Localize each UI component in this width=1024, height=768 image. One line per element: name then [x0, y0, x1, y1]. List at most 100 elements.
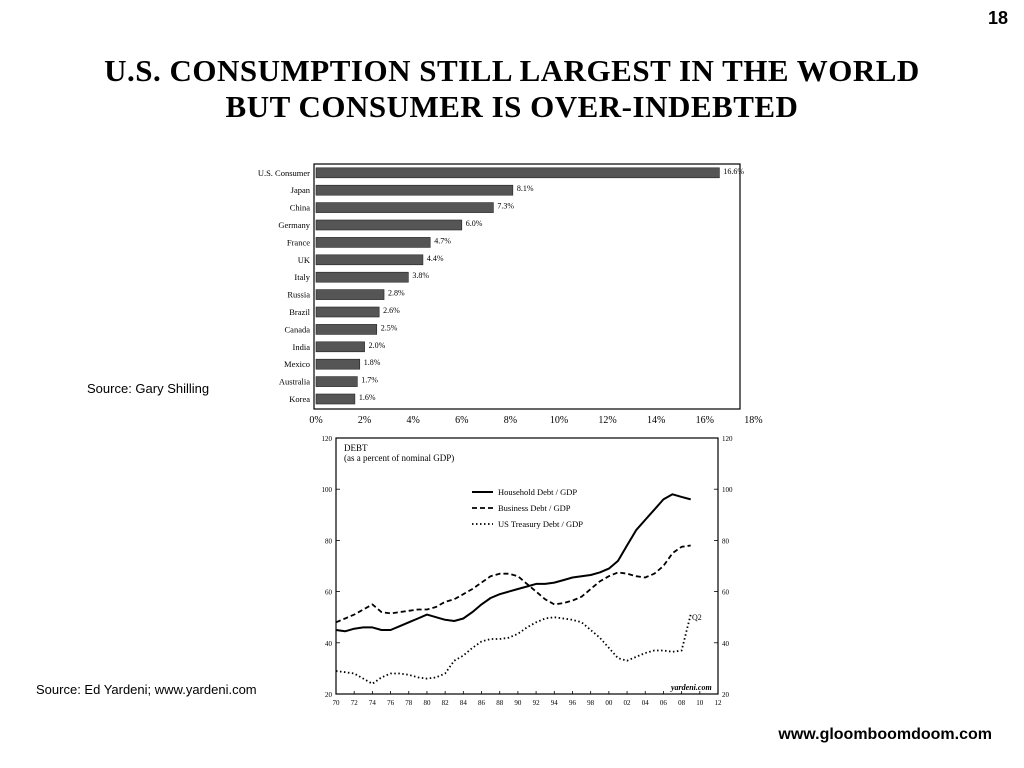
bar-china [315, 202, 494, 213]
bar-mexico [315, 358, 361, 370]
x-tick-label: 78 [405, 699, 413, 707]
category-label-canada: Canada [285, 324, 311, 334]
value-label-u-s-consumer: 16.6% [723, 167, 744, 176]
bar-u-s-consumer [315, 167, 720, 179]
value-label-korea: 1.6% [359, 393, 376, 402]
page-number: 18 [987, 8, 1008, 28]
x-tick-label: 6% [455, 415, 468, 426]
consumption-bar-chart: U.S. Consumer Japan China Germany France UK It… [258, 163, 763, 426]
debt-line-chart: 20 20 40 40 60 60 80 80 100 100 120 120 70 72 74 76 78 80… [322, 435, 734, 707]
series-line-us-treasury-debt-gdp [335, 614, 692, 685]
y-tick-label-left: 80 [325, 537, 333, 545]
x-tick-label: 08 [678, 699, 686, 707]
x-tick-label: 00 [605, 699, 613, 707]
y-tick-label-right: 100 [722, 486, 733, 494]
x-tick-label: 02 [624, 699, 632, 707]
chart-title: DEBT [344, 443, 368, 453]
x-tick-label: 80 [423, 699, 431, 707]
y-tick-label-left: 60 [325, 589, 333, 597]
value-label-australia: 1.7% [361, 376, 378, 385]
y-tick-label-right: 40 [722, 640, 730, 648]
value-label-italy: 3.8% [412, 271, 429, 280]
y-tick-label-right: 120 [722, 435, 733, 443]
x-tick-label: 04 [642, 699, 650, 707]
value-label-uk: 4.4% [427, 254, 444, 263]
source-line-chart: Source: Ed Yardeni; www.yardeni.com [36, 682, 257, 697]
x-tick-label: 74 [369, 699, 377, 707]
category-label-mexico: Mexico [284, 359, 310, 369]
x-tick-label: 16% [696, 415, 714, 426]
bar-japan [315, 184, 514, 196]
slide-title-line-1: U.S. CONSUMPTION STILL LARGEST IN THE WO… [104, 53, 920, 88]
bar-russia [315, 289, 385, 300]
x-tick-label: 12 [715, 699, 723, 707]
y-tick-label-right: 60 [722, 589, 730, 597]
category-label-china: China [290, 203, 311, 213]
x-tick-label: 72 [351, 699, 359, 707]
category-label-italy: Italy [294, 272, 310, 282]
annotation-q2: Q2 [692, 613, 702, 622]
y-tick-label-left: 20 [325, 691, 333, 699]
category-label-brazil: Brazil [289, 307, 310, 317]
bar-italy [315, 271, 409, 283]
series-line-household-debt-gdp [335, 493, 691, 633]
bar-chart-frame [313, 163, 741, 410]
value-label-mexico: 1.8% [364, 358, 381, 367]
value-label-brazil: 2.6% [383, 306, 400, 315]
y-tick-label-left: 100 [322, 486, 333, 494]
x-tick-label: 86 [478, 699, 486, 707]
category-label-uk: UK [298, 255, 311, 265]
x-tick-label: 8% [504, 415, 517, 426]
x-tick-label: 84 [460, 699, 468, 707]
category-label-france: France [287, 237, 310, 247]
x-tick-label: 12% [598, 415, 616, 426]
website-url[interactable]: www.gloomboomdoom.com [778, 726, 992, 743]
x-tick-label: 94 [551, 699, 559, 707]
x-tick-label: 88 [496, 699, 504, 707]
y-tick-label-left: 40 [325, 640, 333, 648]
value-label-russia: 2.8% [388, 289, 405, 298]
y-tick-label-left: 120 [322, 435, 333, 443]
bar-australia [315, 376, 358, 387]
category-label-germany: Germany [278, 220, 310, 230]
legend-label-business-debt-gdp: Business Debt / GDP [498, 503, 571, 513]
x-tick-label: 14% [647, 415, 665, 426]
source-bar-chart: Source: Gary Shilling [87, 381, 210, 396]
category-label-japan: Japan [291, 185, 311, 195]
watermark-yardeni: yardeni.com [670, 683, 712, 692]
category-label-russia: Russia [287, 290, 310, 300]
legend-label-household-debt-gdp: Household Debt / GDP [498, 487, 577, 497]
category-label-u-s-consumer: U.S. Consumer [258, 168, 310, 178]
x-tick-label: 2% [358, 415, 371, 426]
category-label-india: India [293, 342, 311, 352]
y-tick-label-right: 80 [722, 537, 730, 545]
x-tick-label: 4% [407, 415, 420, 426]
slide-title: U.S. CONSUMPTION STILL LARGEST IN THE WO… [0, 53, 1024, 125]
x-tick-label: 10 [696, 699, 704, 707]
x-tick-label: 98 [587, 699, 595, 707]
bar-france [315, 237, 431, 248]
line-chart-frame [335, 437, 719, 695]
y-tick-label-right: 20 [722, 691, 730, 699]
value-label-china: 7.3% [497, 202, 514, 211]
x-tick-label: 06 [660, 699, 668, 707]
value-label-japan: 8.1% [517, 184, 534, 193]
x-tick-label: 18% [744, 415, 762, 426]
category-label-korea: Korea [289, 394, 310, 404]
x-tick-label: 90 [514, 699, 522, 707]
bar-korea [315, 393, 356, 405]
bar-brazil [315, 306, 380, 318]
x-tick-label: 76 [387, 699, 395, 707]
x-tick-label: 92 [533, 699, 541, 707]
x-tick-label: 96 [569, 699, 577, 707]
chart-subtitle: (as a percent of nominal GDP) [344, 453, 454, 463]
legend-label-us-treasury-debt-gdp: US Treasury Debt / GDP [498, 519, 583, 529]
bar-germany [315, 219, 463, 231]
x-tick-label: 70 [333, 699, 341, 707]
category-label-australia: Australia [279, 377, 310, 387]
series-line-business-debt-gdp [335, 544, 691, 624]
bar-canada [315, 324, 378, 335]
bar-uk [315, 254, 424, 266]
value-label-canada: 2.5% [381, 323, 398, 332]
x-tick-label: 82 [442, 699, 450, 707]
